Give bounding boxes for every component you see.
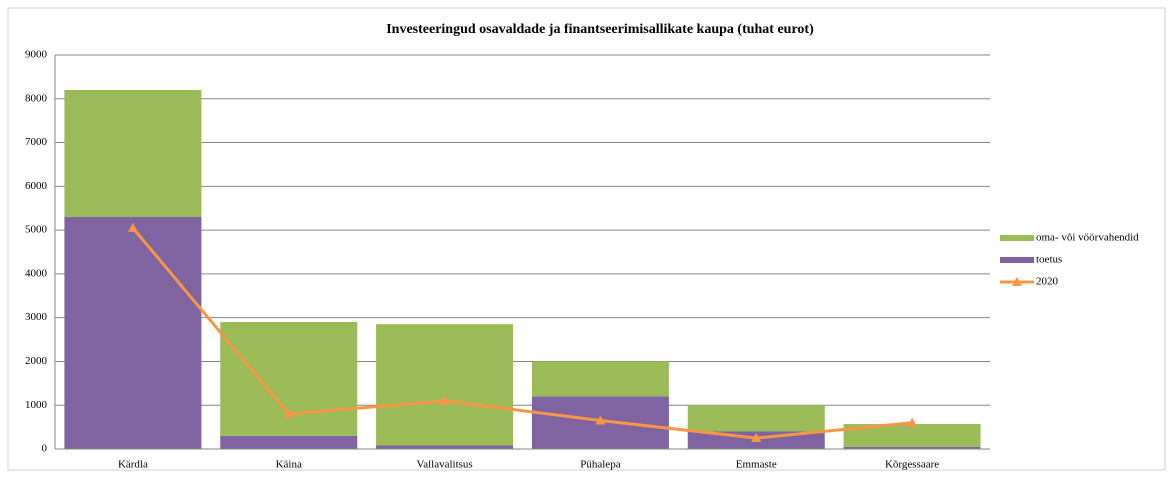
line-marker bbox=[127, 222, 138, 232]
y-tick-label: 1000 bbox=[25, 399, 48, 411]
x-tick-label: Kärdla bbox=[118, 459, 148, 471]
line-marker bbox=[439, 395, 450, 405]
line-marker bbox=[283, 408, 294, 418]
x-tick-label: Käina bbox=[276, 459, 302, 471]
x-tick-label: Vallavalitsus bbox=[416, 459, 472, 471]
y-tick-label: 9000 bbox=[25, 49, 48, 61]
bar-segment bbox=[220, 322, 358, 436]
bar-segment bbox=[220, 435, 358, 449]
x-tick-label: Kõrgessaare bbox=[885, 459, 939, 471]
x-tick-label: Pühalepa bbox=[580, 459, 620, 471]
line-marker bbox=[907, 417, 918, 427]
y-tick-label: 2000 bbox=[25, 355, 48, 367]
legend-label: 2020 bbox=[1036, 276, 1059, 288]
line-marker bbox=[751, 433, 762, 443]
line-marker bbox=[595, 415, 606, 425]
y-tick-label: 5000 bbox=[25, 224, 48, 236]
bar-segment bbox=[843, 446, 981, 449]
line-series bbox=[131, 226, 913, 440]
y-tick-label: 4000 bbox=[25, 267, 48, 279]
bar-segment bbox=[376, 445, 514, 449]
legend-marker bbox=[1012, 277, 1022, 286]
chart-title: Investeeringud osavaldade ja finantseeri… bbox=[386, 22, 814, 37]
y-tick-label: 7000 bbox=[25, 136, 48, 148]
bar-segment bbox=[376, 324, 514, 446]
y-tick-label: 3000 bbox=[25, 311, 48, 323]
bar-segment bbox=[531, 361, 669, 397]
x-tick-label: Emmaste bbox=[736, 459, 777, 471]
legend-label: toetus bbox=[1036, 254, 1062, 266]
legend-swatch bbox=[1000, 257, 1034, 263]
legend-swatch bbox=[1000, 235, 1034, 241]
bar-segment bbox=[64, 216, 202, 449]
bar-segment bbox=[687, 405, 825, 432]
bar-segment bbox=[843, 424, 981, 447]
bar-segment bbox=[64, 90, 202, 217]
y-tick-label: 8000 bbox=[25, 92, 48, 104]
y-tick-label: 0 bbox=[42, 443, 48, 455]
y-tick-label: 6000 bbox=[25, 180, 48, 192]
legend-label: oma- või vöörvahendid bbox=[1036, 232, 1139, 244]
